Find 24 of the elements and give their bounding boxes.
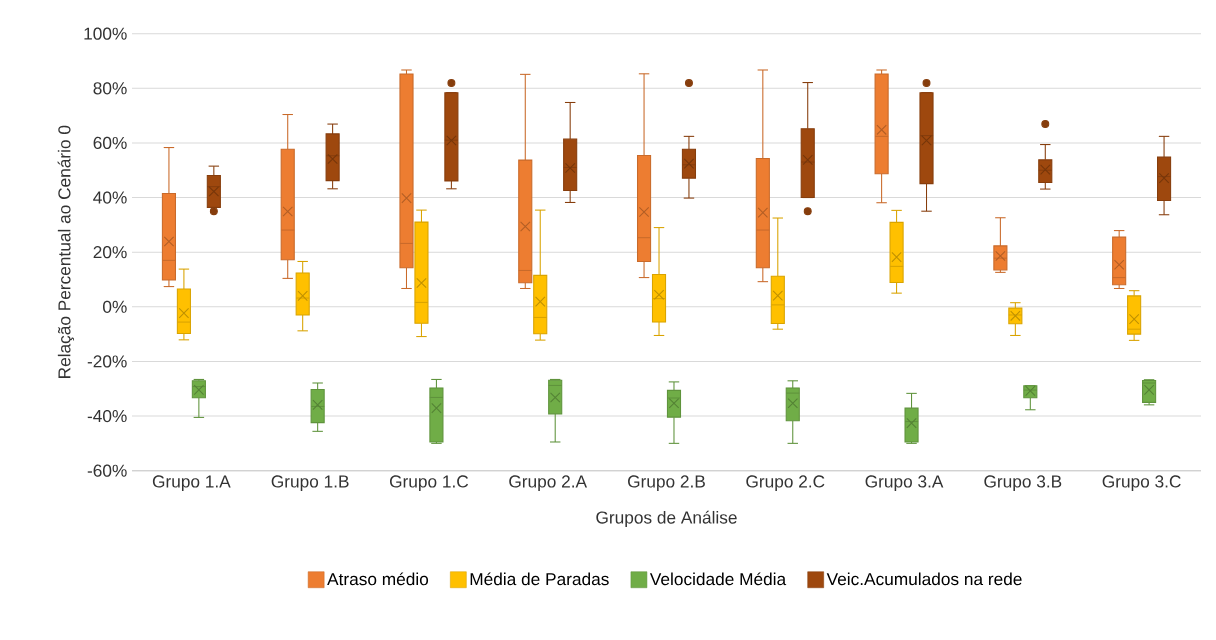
y-tick-label: 100%: [84, 27, 127, 40]
y-tick-label: -60%: [87, 464, 127, 477]
legend-label: Média de Paradas: [470, 572, 609, 586]
y-tick-label: 60%: [93, 136, 127, 150]
y-tick-label: -40%: [87, 409, 127, 423]
x-tick-label: Grupo 3.A: [865, 475, 944, 491]
y-tick-label: 40%: [93, 191, 127, 204]
x-tick-label: Grupo 2.B: [628, 475, 705, 491]
legend-label: Atraso médio: [327, 572, 429, 586]
x-tick-label: Grupo 3.B: [984, 475, 1062, 491]
x-axis-title: Grupos de Análise: [596, 510, 737, 528]
y-axis-title: Relação Percentual ao Cenário 0: [57, 125, 75, 378]
legend-label: Veic.Acumulados na rede: [826, 572, 1022, 586]
legend-label: Velocidade Média: [649, 572, 787, 586]
y-tick-label: -20%: [87, 355, 127, 368]
x-tick-label: Grupo 1.A: [152, 475, 231, 491]
x-tick-label: Grupo 2.A: [509, 475, 588, 491]
y-tick-label: 80%: [93, 82, 127, 95]
y-tick-label: 20%: [93, 246, 127, 259]
y-tick-label: 0%: [103, 300, 127, 313]
x-tick-label: Grupo 1.C: [389, 475, 469, 491]
x-tick-label: Grupo 2.C: [746, 475, 825, 491]
x-tick-label: Grupo 3.C: [1102, 475, 1181, 491]
x-tick-label: Grupo 1.B: [271, 475, 349, 491]
